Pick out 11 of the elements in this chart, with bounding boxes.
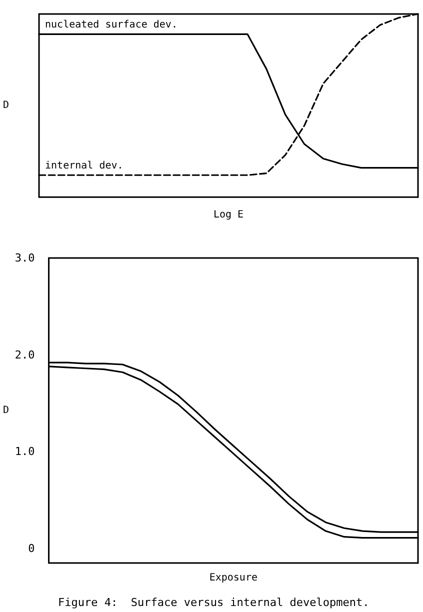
caption: Figure 4: Surface versus internal development. xyxy=(58,596,370,609)
y-tick-label: 3.0 xyxy=(14,252,35,264)
y-axis-title: D xyxy=(2,100,10,112)
series-label: nucleated surface dev. xyxy=(45,20,178,31)
y-tick-label: 2.0 xyxy=(14,348,35,362)
y-tick-label: 1.0 xyxy=(14,445,35,458)
y-axis-title: D xyxy=(2,405,10,416)
x-axis-title: Exposure xyxy=(209,572,258,584)
y-tick-label: 0 xyxy=(28,542,35,555)
series-label: internal dev. xyxy=(45,160,124,172)
x-axis-title: Log E xyxy=(213,210,244,220)
